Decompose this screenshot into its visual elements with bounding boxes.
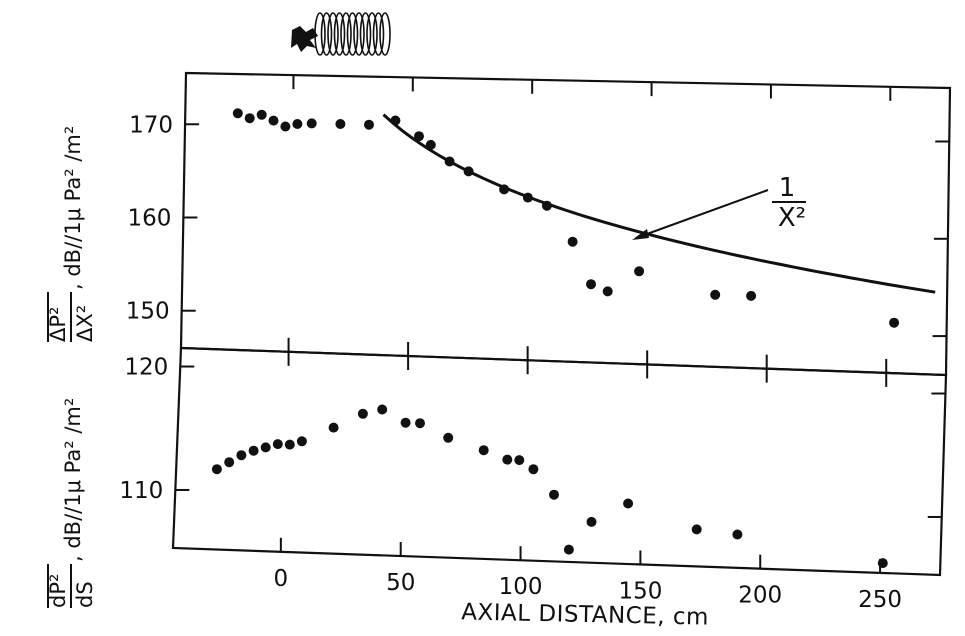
data-point: [232, 108, 243, 119]
coil-ring: [359, 12, 372, 56]
data-point: [502, 454, 513, 465]
curve-annotation-arrow: [635, 189, 769, 239]
bottom-y-axis-label: dP² dS , dB//1μ Pa² /m²: [46, 398, 97, 608]
bottom-y-tick-labels: 110 120: [119, 355, 168, 504]
data-point: [877, 558, 888, 569]
coil-ring: [353, 12, 365, 56]
data-point: [623, 498, 634, 509]
coil-ring: [346, 12, 359, 56]
data-point: [563, 544, 574, 555]
data-point: [364, 119, 374, 130]
data-point: [478, 445, 489, 456]
data-point: [499, 184, 510, 195]
top-ylabel-numerator: ΔP²: [46, 307, 70, 342]
bottom-ylabel-numerator: dP²: [46, 574, 70, 608]
data-point: [414, 131, 424, 142]
coil-ring: [372, 12, 385, 56]
data-point: [224, 457, 235, 468]
data-point: [463, 166, 474, 177]
data-point: [425, 139, 436, 150]
top-y-tick-labels: 150 160 170: [126, 112, 173, 324]
bottom-panel-ticks: [175, 351, 946, 573]
x-tick-label: 0: [274, 566, 289, 592]
data-point: [256, 109, 267, 120]
data-point: [244, 113, 255, 124]
x-tick-label: 200: [738, 583, 782, 609]
y-tick-label: 120: [124, 355, 168, 381]
bottom-panel-frame: [171, 346, 948, 577]
data-point: [586, 516, 597, 527]
x-tick-label: 100: [499, 574, 543, 600]
top-y-axis-label: ΔP² ΔX² , dB//1μ Pa² /m²: [46, 126, 97, 342]
data-point: [306, 118, 317, 129]
top-panel-ticks: [181, 75, 950, 373]
data-point: [236, 450, 247, 461]
data-point: [400, 417, 411, 428]
data-point: [634, 266, 645, 277]
arrowhead-icon: [632, 229, 649, 240]
data-point: [528, 464, 539, 475]
top-panel: 150 160 170 1 X² ΔP² ΔX² , dB//1μ Pa² /m²: [46, 71, 952, 377]
data-point: [296, 436, 307, 447]
data-point: [691, 524, 702, 535]
coil-ring: [340, 12, 352, 56]
curve-label-denominator: X²: [778, 203, 806, 233]
top-panel-frame: [179, 71, 952, 377]
source-coil-icon: [291, 12, 391, 56]
data-point: [260, 442, 271, 453]
data-point: [710, 289, 721, 300]
data-point: [602, 286, 613, 297]
coil-ring: [327, 12, 339, 56]
data-point: [390, 115, 401, 126]
data-point: [586, 279, 596, 290]
data-point: [541, 200, 552, 211]
data-point: [284, 439, 295, 450]
inverse-square-curve: [382, 113, 936, 294]
x-tick-label: 250: [858, 587, 902, 613]
curve-label-numerator: 1: [779, 173, 796, 203]
data-point: [549, 489, 559, 500]
coil-ring: [320, 12, 333, 56]
propeller-icon: [291, 26, 318, 52]
top-ylabel-unit: , dB//1μ Pa² /m²: [61, 126, 85, 290]
bottom-panel: 110 120 dP² dS , dB//1μ Pa² /m²: [46, 346, 948, 608]
data-point: [567, 236, 578, 247]
coil-ring: [366, 12, 378, 56]
data-point: [335, 119, 346, 129]
data-point: [328, 422, 339, 433]
data-point: [357, 408, 368, 419]
y-tick-label: 170: [129, 112, 173, 138]
x-tick-label: 150: [618, 578, 662, 604]
bottom-data-points: [211, 404, 888, 569]
data-point: [746, 290, 757, 301]
bottom-ylabel-denominator: dS: [73, 581, 97, 608]
data-point: [514, 455, 525, 466]
coil-ring: [379, 12, 391, 56]
data-point: [272, 439, 283, 450]
y-tick-label: 160: [127, 205, 171, 231]
data-point: [211, 464, 222, 475]
data-point: [377, 404, 388, 415]
top-data-points: [232, 108, 900, 328]
x-axis-title: AXIAL DISTANCE, cm: [461, 599, 709, 630]
coil-ring: [333, 12, 346, 56]
data-point: [280, 121, 291, 132]
x-tick-label: 50: [386, 570, 415, 596]
data-point: [732, 529, 743, 540]
data-point: [522, 192, 533, 203]
top-ylabel-denominator: ΔX²: [73, 305, 97, 342]
x-tick-labels: 0 50 100 150 200 250: [274, 566, 902, 613]
y-tick-label: 150: [126, 299, 170, 325]
data-point: [444, 156, 455, 167]
data-point: [889, 317, 900, 328]
data-point: [248, 445, 259, 456]
data-point: [292, 119, 303, 129]
curve-annotation: 1 X²: [632, 173, 806, 240]
y-tick-label: 110: [119, 478, 163, 504]
data-point: [268, 115, 279, 126]
data-point: [415, 418, 425, 429]
data-point: [443, 432, 454, 443]
bottom-ylabel-unit: , dB//1μ Pa² /m²: [61, 398, 85, 562]
